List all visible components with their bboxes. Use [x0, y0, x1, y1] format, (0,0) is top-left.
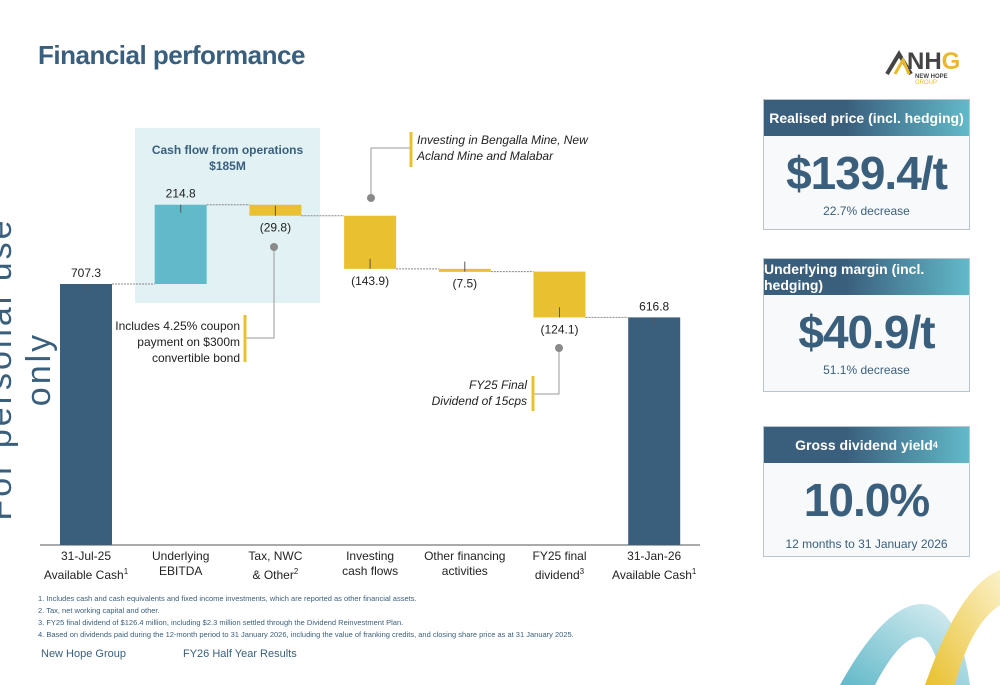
- kpi-card-underlying-margin: Underlying margin (incl. hedging) $40.9/…: [763, 258, 970, 392]
- data-label-4: (7.5): [452, 277, 477, 291]
- data-label-3: (143.9): [351, 274, 389, 288]
- kpi-subtext: 22.7% decrease: [823, 204, 910, 218]
- kpi-card-realised-price: Realised price (incl. hedging) $139.4/t …: [763, 99, 970, 230]
- data-label-6: 616.8: [639, 299, 669, 313]
- annotation-line: Includes 4.25% coupon: [115, 319, 240, 333]
- footnote-4: 4. Based on dividends paid during the 12…: [38, 630, 574, 639]
- data-label-0: 707.3: [71, 266, 101, 280]
- x-tick-label: Other financing activities: [424, 549, 506, 578]
- kpi-title-text: Gross dividend yield: [795, 437, 933, 453]
- kpi-subtext: 12 months to 31 January 2026: [785, 537, 948, 551]
- x-tick-label: Underlying EBITDA: [152, 549, 210, 578]
- x-tick-label: 31-Jan-26 Available Cash1: [612, 549, 697, 582]
- kpi-value: 10.0%: [803, 474, 930, 526]
- coupon-connector: [246, 247, 275, 339]
- bar-0: [60, 284, 112, 545]
- x-tick-label: 31-Jul-25 Available Cash1: [43, 549, 129, 582]
- logo-mark-icon: [885, 50, 913, 76]
- data-label-5: (124.1): [540, 322, 578, 336]
- logo-text: NHG: [907, 48, 961, 75]
- footer-company: New Hope Group: [41, 648, 126, 660]
- operations-group-label: Cash flow from operations $185M: [135, 142, 320, 174]
- x-tick-label: Investing cash flows: [342, 549, 399, 578]
- dividend-annotation: FY25 Final Dividend of 15cps: [420, 377, 527, 409]
- footnote-ref: 4: [932, 440, 938, 450]
- footnote-1: 1. Includes cash and cash equivalents an…: [38, 594, 417, 603]
- annotation-line: payment on $300m: [137, 335, 240, 349]
- kpi-value: $139.4/t: [786, 147, 948, 199]
- data-label-2: (29.8): [260, 221, 291, 235]
- investing-annotation: Investing in Bengalla Mine, New Acland M…: [417, 132, 588, 164]
- x-tick-label: FY25 final dividend3: [532, 549, 587, 582]
- dividend-marker: [555, 344, 563, 352]
- company-logo: NHG NEW HOPE GROUP: [885, 48, 965, 86]
- annotation-line: convertible bond: [151, 351, 240, 365]
- page-title: Financial performance: [38, 40, 305, 70]
- coupon-annotation: Includes 4.25% coupon payment on $300m c…: [110, 318, 240, 366]
- kpi-title: Gross dividend yield 4: [764, 427, 969, 463]
- data-label-1: 214.8: [166, 187, 196, 201]
- annotation-line: FY25 Final: [468, 378, 527, 392]
- investing-connector: [370, 147, 410, 198]
- kpi-card-dividend-yield: Gross dividend yield 4 10.0% 12 months to…: [763, 426, 970, 557]
- dividend-connector: [533, 348, 560, 395]
- logo-subtext: NEW HOPE GROUP: [915, 74, 948, 86]
- coupon-marker: [270, 243, 278, 251]
- footnote-2: 2. Tax, net working capital and other.: [38, 606, 160, 615]
- annotation-line: Acland Mine and Malabar: [417, 149, 554, 163]
- kpi-subtext: 51.1% decrease: [823, 363, 910, 377]
- corner-decoration: [840, 570, 1000, 685]
- annotation-line: Dividend of 15cps: [431, 394, 527, 408]
- annotation-line: Investing in Bengalla Mine, New: [417, 133, 588, 147]
- callout-connectors: [243, 132, 563, 411]
- footnote-3: 3. FY25 final dividend of $126.4 million…: [38, 618, 404, 627]
- waterfall-chart: 707.3 214.8 (29.8) (143.9) (7.5) (124.1) 616.8: [40, 187, 700, 546]
- kpi-title: Realised price (incl. hedging): [764, 100, 969, 136]
- bar-1: [154, 204, 207, 284]
- investing-marker: [367, 194, 375, 202]
- group-label-line1: Cash flow from operations: [151, 143, 304, 157]
- footer-report: FY26 Half Year Results: [183, 648, 297, 660]
- kpi-value: $40.9/t: [798, 306, 935, 358]
- bar-6: [628, 317, 681, 545]
- kpi-title: Underlying margin (incl. hedging): [764, 259, 969, 295]
- x-tick-label: Tax, NWC & Other2: [248, 549, 303, 582]
- group-label-line2: $185M: [209, 159, 246, 173]
